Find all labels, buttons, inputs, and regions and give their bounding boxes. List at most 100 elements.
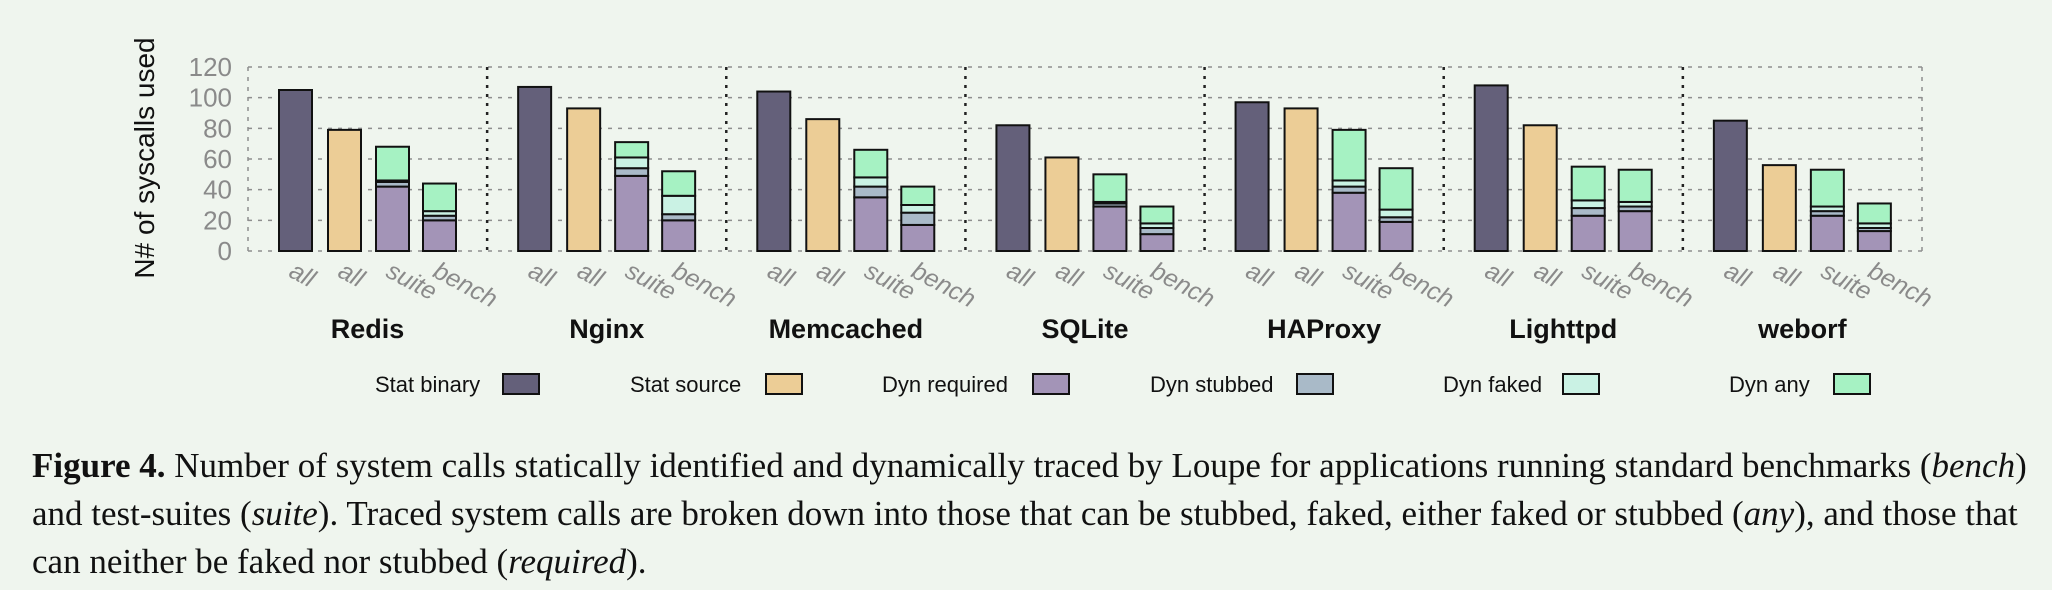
bar-label: bench [907,257,980,314]
bar-label: all [763,257,800,294]
y-tick-label: 20 [203,205,232,235]
bar-label: all [573,257,610,294]
nginx-suite-required-segment [614,174,650,252]
y-tick-label: 120 [189,52,232,82]
sqlite-suite-any-segment [1092,173,1128,203]
caption-text-part: ). [626,542,647,581]
group-label: weborf [1757,314,1848,344]
memcached-suite-required-segment [853,196,889,252]
bar-label: bench [1864,257,1937,314]
legend-swatch [1032,373,1070,395]
redis-stat-binary-bar [278,89,313,252]
nginx-stat-source-bar [566,107,602,253]
caption-text-part: required [508,542,627,581]
legend-swatch [1833,373,1871,395]
lighttpd-bench-any-segment [1617,168,1653,203]
y-axis-label: N# of syscalls used [129,37,160,278]
redis-bench-required-segment [422,219,457,252]
caption-text-part: ). Traced system calls are broken down i… [317,494,1744,533]
memcached-suite-faked-segment [853,176,889,188]
bar-label: all [285,257,322,294]
sqlite-stat-binary-bar [995,124,1031,252]
legend-label: Stat binary [375,372,480,397]
weborf-suite-required-segment [1809,214,1845,253]
memcached-bench-faked-segment [900,204,936,214]
bar-label: all [1480,257,1517,294]
y-tick-label: 80 [203,113,232,143]
caption-text-part: bench [1931,446,2016,485]
nginx-bench-required-segment [661,219,697,252]
bar-label: all [1241,257,1278,294]
group-label: Memcached [769,314,924,344]
haproxy-bench-required-segment [1378,220,1414,253]
bar-label: all [1769,257,1806,294]
sqlite-suite-required-segment [1092,205,1128,253]
figure-caption: Figure 4. Number of system calls statica… [32,442,2032,586]
bar-label: bench [429,257,502,314]
caption-text-part: Number of system calls statically identi… [165,446,1932,485]
legend-label: Dyn faked [1443,372,1542,397]
caption-text: Number of system calls statically identi… [32,446,2027,581]
caption-text-part: suite [251,494,318,533]
sqlite-bench-required-segment [1139,233,1175,252]
sqlite-bench-any-segment [1139,205,1175,225]
lighttpd-bench-required-segment [1617,210,1653,252]
redis-suite-any-segment [375,145,410,182]
legend-label: Dyn stubbed [1150,372,1274,397]
sqlite-stat-source-bar [1044,156,1080,252]
y-tick-label: 0 [218,236,232,266]
caption-text-part: any [1743,494,1795,533]
bar-label: all [1290,257,1327,294]
bar-label: bench [1624,257,1697,314]
y-tick-label: 60 [203,144,232,174]
group-label: Redis [331,314,405,344]
memcached-bench-stubbed-segment [900,211,936,226]
lighttpd-suite-any-segment [1570,165,1606,202]
weborf-stat-source-bar [1761,164,1797,252]
haproxy-stat-source-bar [1283,107,1319,253]
caption-label: Figure 4. [32,446,166,485]
nginx-suite-faked-segment [614,156,650,170]
memcached-stat-source-bar [805,118,841,252]
legend-swatch [1562,373,1600,395]
haproxy-stat-binary-bar [1234,101,1270,253]
weborf-bench-any-segment [1856,202,1892,225]
nginx-bench-faked-segment [661,194,697,216]
caption-text-part: ) and test-suites ( [32,446,2027,533]
bar-label: all [1720,257,1757,294]
group-label: SQLite [1041,314,1128,344]
grid-lines [247,66,1923,252]
y-tick-label: 100 [189,83,232,113]
lighttpd-suite-stubbed-segment [1570,207,1606,217]
bars [278,84,1892,253]
lighttpd-stat-source-bar [1522,124,1558,252]
nginx-stat-binary-bar [517,85,553,252]
legend-swatch [502,373,540,395]
legend-label: Stat source [630,372,741,397]
nginx-suite-any-segment [614,141,650,159]
haproxy-bench-faked-segment [1378,208,1414,219]
lighttpd-stat-binary-bar [1473,84,1509,253]
caption-text-part: ), and those that can neither be faked n… [32,494,2018,581]
bar-label: bench [1146,257,1219,314]
weborf-bench-required-segment [1856,230,1892,252]
weborf-suite-any-segment [1809,168,1845,208]
group-label: HAProxy [1267,314,1381,344]
haproxy-suite-required-segment [1331,191,1367,253]
bar-label: all [812,257,849,294]
legend-label: Dyn any [1729,372,1810,397]
legend-swatch [765,373,803,395]
legend-swatch [1296,373,1334,395]
redis-bench-any-segment [422,182,457,213]
bar-label: all [1529,257,1566,294]
memcached-stat-binary-bar [756,90,792,252]
weborf-stat-binary-bar [1712,119,1748,252]
memcached-suite-any-segment [853,148,889,179]
y-tick-label: 40 [203,175,232,205]
redis-suite-required-segment [375,185,410,253]
lighttpd-suite-faked-segment [1570,199,1606,210]
lighttpd-suite-required-segment [1570,214,1606,253]
